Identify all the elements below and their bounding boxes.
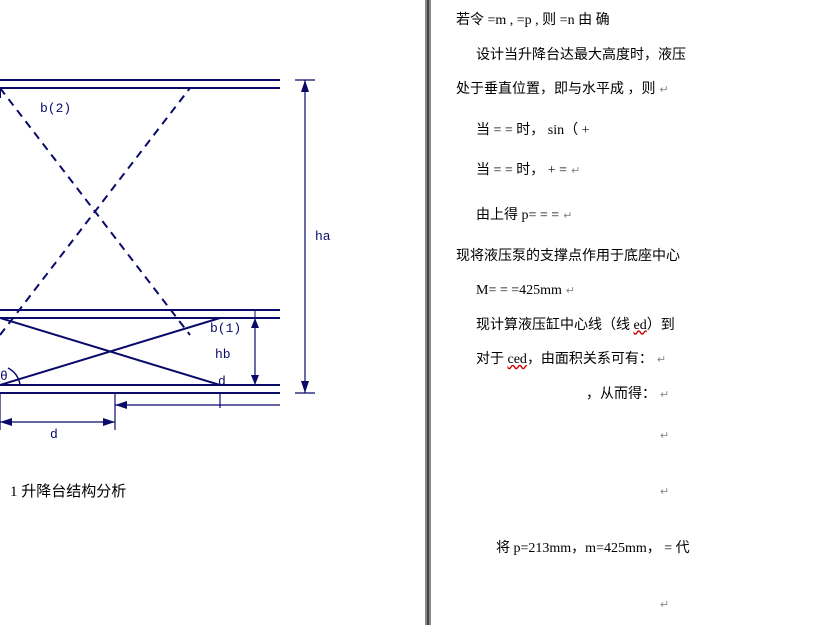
label-d-right: d bbox=[218, 374, 226, 389]
text-line-4: 当 = = 时， sin（ + bbox=[456, 118, 825, 145]
label-b1: b(1) bbox=[210, 321, 241, 336]
text-line-7: 现将液压泵的支撑点作用于底座中心 bbox=[456, 244, 825, 271]
text-line-1: 若令 =m , =p , 则 =n 由 确 bbox=[456, 8, 825, 35]
text-line-2: 设计当升降台达最大高度时，液压 bbox=[456, 43, 825, 70]
page-container: θ b(2) ha b(1) hb bbox=[0, 0, 830, 625]
text-span-10b: ced bbox=[508, 352, 527, 367]
lift-diagram: θ b(2) ha b(1) hb bbox=[0, 10, 400, 460]
text-span-11: ，从而得： bbox=[586, 387, 656, 402]
text-span-9c: ）到 bbox=[647, 318, 675, 333]
left-page: θ b(2) ha b(1) hb bbox=[0, 0, 425, 625]
label-ha: ha bbox=[315, 229, 331, 244]
text-line-3: 处于垂直位置，即与水平成 ，则 ↵ bbox=[456, 77, 825, 104]
label-d-bottom: d bbox=[50, 427, 58, 442]
label-b2: b(2) bbox=[40, 101, 71, 116]
text-line-9: 现计算液压缸中心线（线 ed）到 bbox=[456, 313, 825, 340]
text-line-10: 对于 ced，由面积关系可有： ↵ bbox=[456, 347, 825, 374]
right-page: 若令 =m , =p , 则 =n 由 确 设计当升降台达最大高度时，液压 处于… bbox=[431, 0, 830, 625]
para-mark: ↵ bbox=[657, 354, 666, 366]
text-line-6: 由上得 p= = = ↵ bbox=[456, 203, 825, 230]
para-mark: ↵ bbox=[566, 285, 575, 297]
text-line-12: 将 p=213mm，m=425mm， = 代 bbox=[456, 536, 825, 563]
text-span-9a: 现计算液压缸中心线（线 bbox=[476, 318, 634, 333]
text-line-empty3: ↵ bbox=[456, 592, 825, 619]
text-span-9b: ed bbox=[634, 318, 647, 333]
para-mark: ↵ bbox=[571, 165, 580, 177]
para-mark: ↵ bbox=[563, 210, 572, 222]
diagram-caption: 1 升降台结构分析 bbox=[10, 480, 415, 501]
para-mark: ↵ bbox=[660, 84, 669, 96]
label-hb: hb bbox=[215, 347, 231, 362]
text-line-empty2: ↵ bbox=[456, 479, 825, 506]
text-span-10c: ，由面积关系可有： bbox=[527, 352, 653, 367]
diagram-area: θ b(2) ha b(1) hb bbox=[0, 10, 400, 460]
text-line-empty1: ↵ bbox=[456, 423, 825, 450]
text-span-6: 由上得 p= = = bbox=[476, 208, 559, 223]
text-span-8: M= = =425mm bbox=[476, 283, 562, 298]
text-span-5: 当 = = 时， + = bbox=[476, 163, 567, 178]
para-mark: ↵ bbox=[660, 389, 669, 401]
label-theta: θ bbox=[0, 369, 8, 384]
para-mark: ↵ bbox=[660, 599, 669, 611]
text-line-11: ，从而得： ↵ bbox=[456, 382, 825, 409]
text-span-10a: 对于 bbox=[476, 352, 508, 367]
text-span-3: 处于垂直位置，即与水平成 ，则 bbox=[456, 82, 656, 97]
para-mark: ↵ bbox=[660, 486, 669, 498]
text-line-5: 当 = = 时， + = ↵ bbox=[456, 158, 825, 185]
text-line-8: M= = =425mm ↵ bbox=[456, 278, 825, 305]
para-mark: ↵ bbox=[660, 430, 669, 442]
